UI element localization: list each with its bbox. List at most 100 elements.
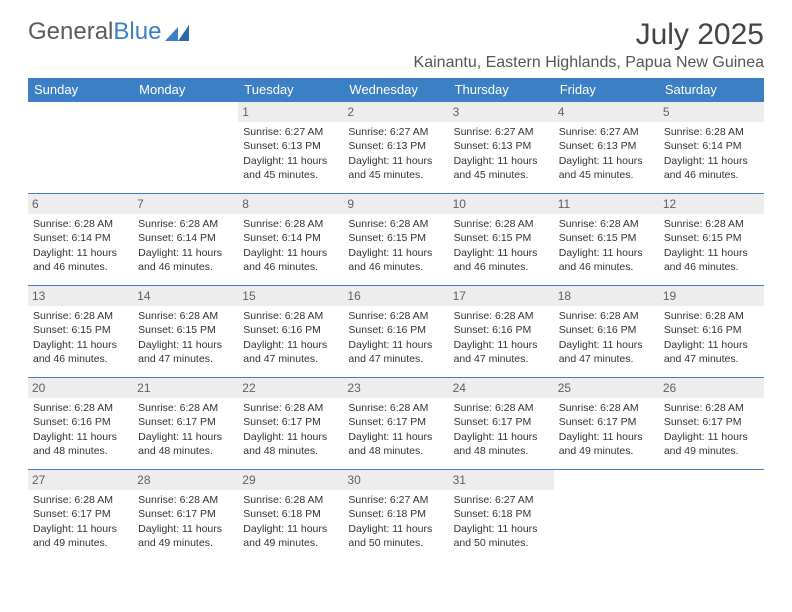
- day-number: 17: [449, 286, 554, 306]
- calendar-day-cell: 2 Sunrise: 6:27 AMSunset: 6:13 PMDaylight…: [343, 102, 448, 194]
- day-number: 8: [238, 194, 343, 214]
- sunset-text: Sunset: 6:16 PM: [33, 415, 128, 429]
- day-details: Sunrise: 6:28 AMSunset: 6:16 PMDaylight:…: [663, 309, 760, 366]
- sunrise-text: Sunrise: 6:28 AM: [664, 125, 759, 139]
- calendar-day-cell: 19 Sunrise: 6:28 AMSunset: 6:16 PMDayligh…: [659, 286, 764, 378]
- sunrise-text: Sunrise: 6:28 AM: [454, 401, 549, 415]
- daylight-text: Daylight: 11 hours and 46 minutes.: [138, 246, 233, 274]
- calendar-day-cell: 27Sunrise: 6:28 AMSunset: 6:17 PMDayligh…: [28, 470, 133, 562]
- calendar-day-cell: 23Sunrise: 6:28 AMSunset: 6:17 PMDayligh…: [343, 378, 448, 470]
- day-number: 9: [343, 194, 448, 214]
- calendar-day-cell: 11Sunrise: 6:28 AMSunset: 6:15 PMDayligh…: [554, 194, 659, 286]
- day-details: Sunrise: 6:27 AMSunset: 6:18 PMDaylight:…: [453, 493, 550, 550]
- day-number: 26: [659, 378, 764, 398]
- weekday-header: Wednesday: [343, 78, 448, 102]
- weekday-header: Saturday: [659, 78, 764, 102]
- sunrise-text: Sunrise: 6:28 AM: [664, 309, 759, 323]
- calendar-day-cell: 25Sunrise: 6:28 AMSunset: 6:17 PMDayligh…: [554, 378, 659, 470]
- day-details: Sunrise: 6:27 AMSunset: 6:13 PMDaylight:…: [242, 125, 339, 182]
- sunrise-text: Sunrise: 6:27 AM: [243, 125, 338, 139]
- day-number: 2: [343, 102, 448, 122]
- calendar-week-row: 6Sunrise: 6:28 AMSunset: 6:14 PMDaylight…: [28, 194, 764, 286]
- day-details: Sunrise: 6:28 AMSunset: 6:17 PMDaylight:…: [347, 401, 444, 458]
- day-number: 10: [449, 194, 554, 214]
- daylight-text: Daylight: 11 hours and 46 minutes.: [559, 246, 654, 274]
- sunset-text: Sunset: 6:16 PM: [243, 323, 338, 337]
- sunrise-text: Sunrise: 6:28 AM: [454, 309, 549, 323]
- sunrise-text: Sunrise: 6:28 AM: [348, 217, 443, 231]
- day-details: Sunrise: 6:28 AMSunset: 6:17 PMDaylight:…: [137, 493, 234, 550]
- day-number: 18: [554, 286, 659, 306]
- sunset-text: Sunset: 6:17 PM: [348, 415, 443, 429]
- sunset-text: Sunset: 6:15 PM: [559, 231, 654, 245]
- day-number: 24: [449, 378, 554, 398]
- day-details: Sunrise: 6:28 AMSunset: 6:15 PMDaylight:…: [32, 309, 129, 366]
- calendar-day-cell: 16Sunrise: 6:28 AMSunset: 6:16 PMDayligh…: [343, 286, 448, 378]
- sunrise-text: Sunrise: 6:28 AM: [664, 217, 759, 231]
- day-details: Sunrise: 6:27 AMSunset: 6:13 PMDaylight:…: [347, 125, 444, 182]
- day-number: 1: [238, 102, 343, 122]
- sunrise-text: Sunrise: 6:28 AM: [138, 493, 233, 507]
- sunrise-text: Sunrise: 6:27 AM: [348, 125, 443, 139]
- day-number: 12: [659, 194, 764, 214]
- day-details: Sunrise: 6:28 AMSunset: 6:15 PMDaylight:…: [663, 217, 760, 274]
- day-number: 30: [343, 470, 448, 490]
- daylight-text: Daylight: 11 hours and 46 minutes.: [243, 246, 338, 274]
- day-details: Sunrise: 6:27 AMSunset: 6:18 PMDaylight:…: [347, 493, 444, 550]
- logo-triangle-icon: [165, 23, 191, 41]
- calendar-day-cell: [133, 102, 238, 194]
- day-number: 25: [554, 378, 659, 398]
- sunrise-text: Sunrise: 6:27 AM: [559, 125, 654, 139]
- daylight-text: Daylight: 11 hours and 47 minutes.: [559, 338, 654, 366]
- calendar-day-cell: 9Sunrise: 6:28 AMSunset: 6:15 PMDaylight…: [343, 194, 448, 286]
- calendar-day-cell: 13Sunrise: 6:28 AMSunset: 6:15 PMDayligh…: [28, 286, 133, 378]
- calendar-day-cell: 6Sunrise: 6:28 AMSunset: 6:14 PMDaylight…: [28, 194, 133, 286]
- weekday-header: Tuesday: [238, 78, 343, 102]
- calendar-week-row: 27Sunrise: 6:28 AMSunset: 6:17 PMDayligh…: [28, 470, 764, 562]
- day-details: Sunrise: 6:28 AMSunset: 6:14 PMDaylight:…: [137, 217, 234, 274]
- calendar-table: SundayMondayTuesdayWednesdayThursdayFrid…: [28, 78, 764, 562]
- daylight-text: Daylight: 11 hours and 50 minutes.: [348, 522, 443, 550]
- sunset-text: Sunset: 6:13 PM: [348, 139, 443, 153]
- calendar-day-cell: 30 Sunrise: 6:27 AMSunset: 6:18 PMDayligh…: [343, 470, 448, 562]
- sunrise-text: Sunrise: 6:28 AM: [243, 217, 338, 231]
- day-details: Sunrise: 6:28 AMSunset: 6:17 PMDaylight:…: [663, 401, 760, 458]
- day-details: Sunrise: 6:28 AMSunset: 6:15 PMDaylight:…: [558, 217, 655, 274]
- day-number: 7: [133, 194, 238, 214]
- daylight-text: Daylight: 11 hours and 49 minutes.: [664, 430, 759, 458]
- day-number: 29: [238, 470, 343, 490]
- sunset-text: Sunset: 6:14 PM: [33, 231, 128, 245]
- sunset-text: Sunset: 6:14 PM: [138, 231, 233, 245]
- sunset-text: Sunset: 6:17 PM: [138, 415, 233, 429]
- calendar-day-cell: 24Sunrise: 6:28 AMSunset: 6:17 PMDayligh…: [449, 378, 554, 470]
- sunrise-text: Sunrise: 6:28 AM: [33, 401, 128, 415]
- day-details: Sunrise: 6:28 AMSunset: 6:14 PMDaylight:…: [32, 217, 129, 274]
- daylight-text: Daylight: 11 hours and 47 minutes.: [138, 338, 233, 366]
- calendar-day-cell: 22Sunrise: 6:28 AMSunset: 6:17 PMDayligh…: [238, 378, 343, 470]
- location-text: Kainantu, Eastern Highlands, Papua New G…: [414, 54, 764, 72]
- calendar-day-cell: 15Sunrise: 6:28 AMSunset: 6:16 PMDayligh…: [238, 286, 343, 378]
- daylight-text: Daylight: 11 hours and 45 minutes.: [348, 154, 443, 182]
- sunrise-text: Sunrise: 6:28 AM: [138, 401, 233, 415]
- weekday-header: Friday: [554, 78, 659, 102]
- day-number: 20: [28, 378, 133, 398]
- weekday-header: Monday: [133, 78, 238, 102]
- sunset-text: Sunset: 6:15 PM: [138, 323, 233, 337]
- logo-text-blue: Blue: [113, 18, 161, 46]
- sunrise-text: Sunrise: 6:27 AM: [454, 493, 549, 507]
- day-number: 19: [659, 286, 764, 306]
- calendar-day-cell: 31Sunrise: 6:27 AMSunset: 6:18 PMDayligh…: [449, 470, 554, 562]
- calendar-week-row: 1Sunrise: 6:27 AMSunset: 6:13 PMDaylight…: [28, 102, 764, 194]
- sunrise-text: Sunrise: 6:28 AM: [348, 309, 443, 323]
- daylight-text: Daylight: 11 hours and 45 minutes.: [243, 154, 338, 182]
- daylight-text: Daylight: 11 hours and 50 minutes.: [454, 522, 549, 550]
- sunrise-text: Sunrise: 6:28 AM: [559, 217, 654, 231]
- daylight-text: Daylight: 11 hours and 46 minutes.: [348, 246, 443, 274]
- sunset-text: Sunset: 6:17 PM: [454, 415, 549, 429]
- calendar-day-cell: 3Sunrise: 6:27 AMSunset: 6:13 PMDaylight…: [449, 102, 554, 194]
- day-number: 3: [449, 102, 554, 122]
- daylight-text: Daylight: 11 hours and 46 minutes.: [664, 246, 759, 274]
- day-details: Sunrise: 6:28 AMSunset: 6:16 PMDaylight:…: [453, 309, 550, 366]
- calendar-day-cell: 20Sunrise: 6:28 AMSunset: 6:16 PMDayligh…: [28, 378, 133, 470]
- weekday-header: Sunday: [28, 78, 133, 102]
